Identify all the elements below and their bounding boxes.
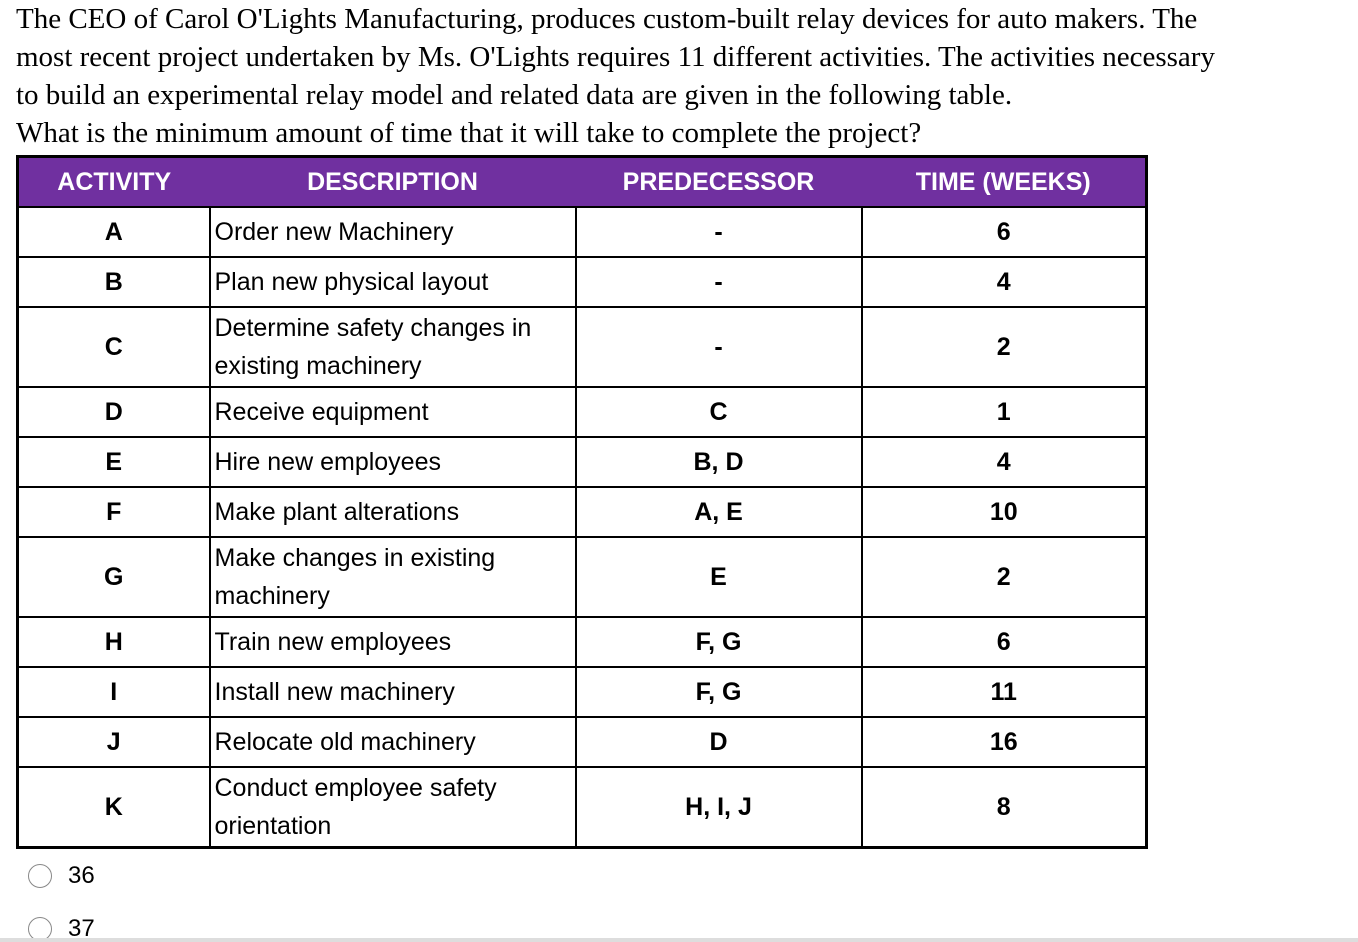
- table-cell: G: [16, 536, 211, 618]
- table-row: D Receive equipment C 1: [16, 386, 1148, 438]
- table-row: B Plan new physical layout -4: [16, 256, 1148, 308]
- header-cell: DESCRIPTION: [209, 156, 576, 207]
- table-cell: 1: [860, 386, 1148, 438]
- table-cell: -: [574, 306, 863, 388]
- table-cell: 16: [860, 716, 1148, 768]
- header-cell: PREDECESSOR: [575, 156, 862, 207]
- table-cell: H: [16, 616, 211, 668]
- table-cell: 6: [860, 206, 1148, 258]
- table-row: C Determine safety changes in existing ma…: [16, 306, 1148, 388]
- question-line: What is the minimum amount of time that …: [16, 117, 922, 149]
- table-cell: 10: [860, 486, 1148, 538]
- description-cell: Train new employees: [208, 616, 577, 668]
- table-cell: K: [16, 766, 211, 848]
- description-cell: Conduct employee safety orientation: [208, 766, 577, 848]
- table-cell: C: [16, 306, 211, 388]
- table-row: A Order new Machinery -6: [16, 206, 1148, 258]
- table-cell: 4: [860, 256, 1148, 308]
- description-cell: Hire new employees: [208, 436, 577, 488]
- table-cell: D: [574, 716, 863, 768]
- header-cell: ACTIVITY: [17, 156, 210, 207]
- table-row: K Conduct employee safety orientation H, I…: [16, 766, 1148, 848]
- description-cell: Make changes in existing machinery: [208, 536, 577, 618]
- table-cell: F, G: [574, 616, 863, 668]
- header-cell: TIME (WEEKS): [861, 156, 1147, 207]
- description-cell: Make plant alterations: [208, 486, 577, 538]
- table-cell: D: [16, 386, 211, 438]
- table-cell: 2: [860, 536, 1148, 618]
- table-cell: E: [16, 436, 211, 488]
- option-label: 36: [68, 862, 95, 889]
- question: The CEO of Carol O'Lights Manufacturing,…: [16, 0, 1215, 152]
- table-row: F Make plant alterations A, E 10: [16, 486, 1148, 538]
- table-cell: 6: [860, 616, 1148, 668]
- answer-option[interactable]: 36: [28, 862, 95, 890]
- divider: [0, 938, 1358, 942]
- table-cell: 8: [860, 766, 1148, 848]
- table-cell: 11: [860, 666, 1148, 718]
- table-cell: B: [16, 256, 211, 308]
- table-cell: J: [16, 716, 211, 768]
- table-cell: C: [574, 386, 863, 438]
- option-label: 37: [68, 915, 95, 942]
- question-line: The CEO of Carol O'Lights Manufacturing,…: [16, 3, 1198, 35]
- table-cell: H, I, J: [574, 766, 863, 848]
- radio-button[interactable]: [28, 864, 52, 888]
- table-row: J Relocate old machinery D 16: [16, 716, 1148, 768]
- question-line: to build an experimental relay model and…: [16, 79, 1013, 111]
- table-row: I Install new machinery F, G 11: [16, 666, 1148, 718]
- table-cell: -: [574, 256, 863, 308]
- table-cell: 2: [860, 306, 1148, 388]
- table-cell: I: [16, 666, 211, 718]
- table-row: G Make changes in existing machinery E 2: [16, 536, 1148, 618]
- table-cell: F: [16, 486, 211, 538]
- header-row: ACTIVITY DESCRIPTION PREDECESSOR TIME (WEEK…: [17, 156, 1147, 207]
- table-cell: A, E: [574, 486, 863, 538]
- question-line: most recent project undertaken by Ms. O'…: [16, 41, 1215, 73]
- description-cell: Relocate old machinery: [208, 716, 577, 768]
- table-cell: 4: [860, 436, 1148, 488]
- table-cell: B, D: [574, 436, 863, 488]
- table-cell: E: [574, 536, 863, 618]
- table-cell: A: [16, 206, 211, 258]
- description-cell: Determine safety changes in existing mac…: [208, 306, 577, 388]
- table-cell: -: [574, 206, 863, 258]
- description-cell: Order new Machinery: [208, 206, 577, 258]
- description-cell: Install new machinery: [208, 666, 577, 718]
- description-cell: Plan new physical layout: [208, 256, 577, 308]
- description-cell: Receive equipment: [208, 386, 577, 438]
- table-cell: F, G: [574, 666, 863, 718]
- activity-table: ACTIVITY DESCRIPTION PREDECESSOR TIME (WEEK…: [16, 155, 1148, 849]
